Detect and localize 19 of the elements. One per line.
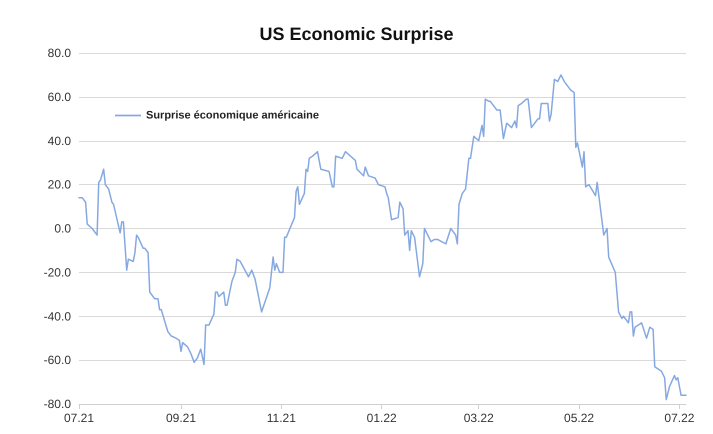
y-tick-label: -20.0: [44, 265, 72, 280]
y-tick-label: 20.0: [48, 178, 72, 192]
x-tick-label: 01.22: [366, 411, 398, 425]
y-tick-label: 40.0: [48, 134, 72, 148]
legend-label: Surprise économique américaine: [146, 110, 320, 122]
line-series: [78, 74, 687, 400]
x-tick-label: 07.22: [664, 411, 695, 425]
x-tick-label: 11.21: [266, 411, 296, 425]
x-tick-label: 05.22: [564, 411, 594, 425]
y-tick-label: 0.0: [54, 222, 72, 236]
x-tick-label: 07.21: [64, 411, 94, 425]
x-tick-label: 03.22: [464, 411, 494, 425]
x-tick-label: 09.21: [166, 411, 196, 425]
y-tick-label: 80.0: [48, 46, 72, 60]
y-tick-label: -80.0: [44, 397, 72, 411]
chart-title: US Economic Surprise: [259, 24, 454, 44]
y-tick-label: 60.0: [48, 90, 72, 104]
y-tick-label: -60.0: [44, 353, 72, 368]
y-tick-label: -40.0: [44, 309, 72, 324]
